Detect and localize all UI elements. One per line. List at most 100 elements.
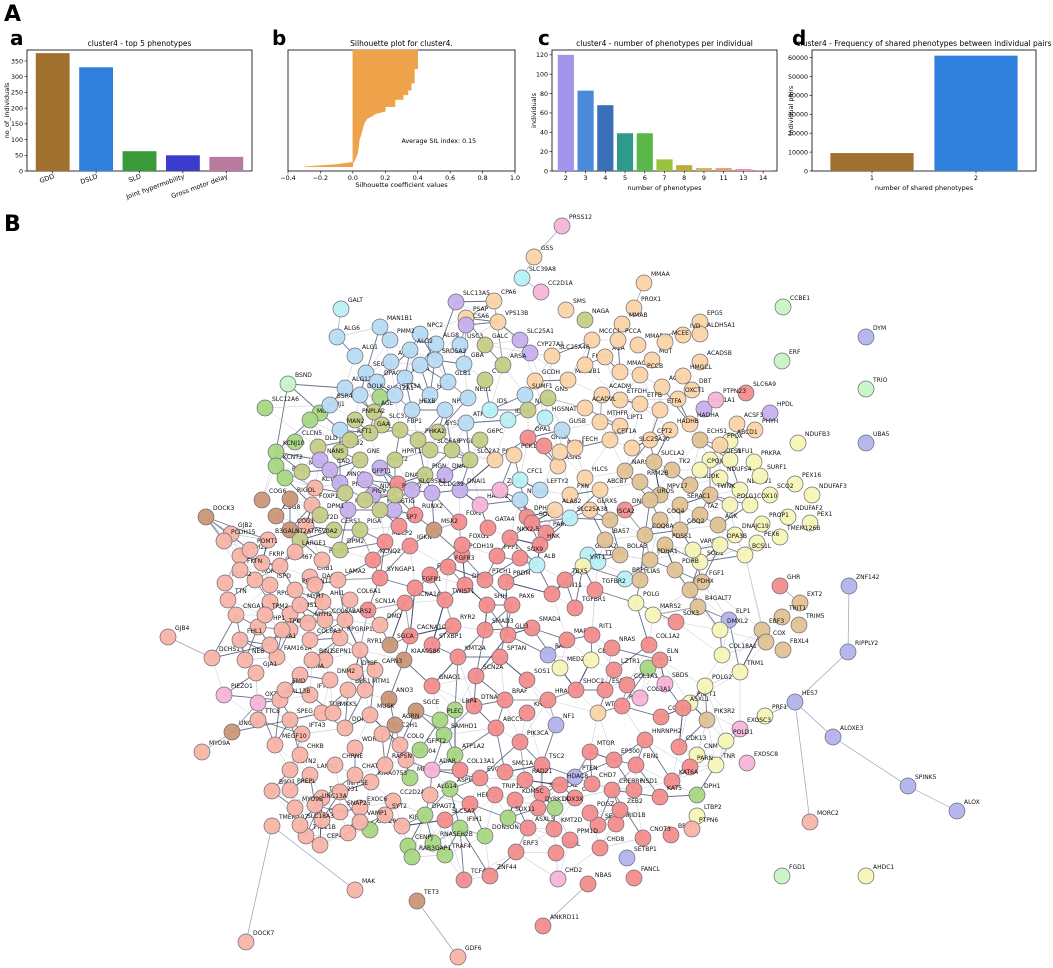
node-circle [574,557,592,575]
node-circle [653,378,671,396]
gene-node-cox10: COX10 [741,493,777,514]
x-tick-label: 13 [739,174,747,182]
gene-node-phka2: PHKA2 [409,428,445,449]
gene-node-dbt: DBT [683,378,712,399]
node-circle [424,834,442,852]
gene-node-plec: PLEC [431,708,462,729]
node-circle [790,616,808,634]
gene-node-tmem126b: TMEM126B [771,525,820,546]
node-circle [215,686,233,704]
gene-node-exosc3: EXOSC3 [731,717,771,738]
node-label: PHYH [762,418,778,425]
node-circle [611,801,629,819]
node-circle [601,511,619,529]
node-label: ASPM [457,777,474,784]
node-label: GCDH [542,369,560,376]
node-circle [566,599,584,617]
node-circle [596,531,614,549]
node-label: RIT1 [599,623,613,630]
node-circle [717,732,735,750]
gene-node-hpdl: HPDL [761,401,794,422]
node-circle [707,391,725,409]
bar-3 [577,90,594,171]
gene-node-slc25a1: SLC25A1 [511,328,554,349]
gene-node-gys2: GYS2 [429,420,461,441]
node-circle [634,829,652,847]
node-label: PRKRA [761,450,782,457]
node-circle [671,496,689,514]
node-circle [321,671,339,689]
node-label: HADHB [677,418,699,425]
node-circle [567,681,585,699]
node-label: GUSB [569,418,586,425]
node-label: MAN2 [347,418,365,425]
node-label: PCDH19 [469,543,494,550]
node-label: SOD1 [539,511,556,518]
network-edge [264,407,319,448]
gene-node-gnao1: GNAO1 [423,674,461,695]
node-circle [457,316,475,334]
node-label: GAA [377,421,391,428]
node-circle [501,529,519,547]
node-label: MORC2 [817,810,839,817]
gene-node-cfc1: CFC1 [511,468,543,489]
node-label: GALC [492,333,508,340]
gene-node-gba: GBA [455,352,485,373]
gene-node-ifih1: IFIH1 [451,816,483,837]
node-circle [499,809,517,827]
node-circle [361,424,379,442]
gene-node-tk2: TK2 [663,458,691,479]
node-label: PIEZO1 [231,683,253,690]
panel-a-letter: a [10,26,24,50]
bar-sld [122,151,157,171]
node-label: COL1A1 [634,673,658,680]
node-label: RYR2 [460,614,476,621]
node-label: HES7 [802,690,818,697]
node-label: BOLA3 [627,543,647,550]
node-circle [259,531,277,549]
node-label: GDF6 [465,945,482,952]
gene-node-ppm1d: PPM1D [561,828,598,849]
y-tick-label: 120 [536,52,548,59]
gene-node-hes7: HES7 [786,690,818,711]
node-circle [356,471,374,489]
gene-node-tctn2: TCTN2 [281,758,317,779]
node-circle [494,356,512,374]
gene-node-bin1: BIN1 [303,648,333,669]
node-circle [627,756,645,774]
node-label: SLC18A3 [307,813,334,820]
node-label: GLI3 [515,623,529,630]
node-label: ABCB7 [607,478,627,485]
x-tick-label: 0.2 [380,175,390,182]
node-label: GJB2 [238,522,253,529]
gene-node-col13a1: COL13A1 [451,758,495,779]
gene-node-ccdc39: CCDC39 [423,481,464,502]
node-circle [476,571,494,589]
gene-node-setbp1: SETBP1 [618,846,657,867]
node-label: CDK13 [686,735,707,742]
node-label: FKTN [247,558,262,565]
node-label: DMXL2 [727,618,748,625]
node-circle [316,611,334,629]
gene-node-vps13b: VPS13B [489,310,528,331]
node-label: ZNF142 [856,574,880,581]
node-label: NF1 [563,713,575,720]
node-label: CACNA1A [412,591,442,598]
node-circle [373,725,391,743]
node-circle [693,573,711,591]
node-label: B3GALNT2 [275,528,307,535]
node-label: CHD8 [607,836,624,843]
node-circle [193,743,211,761]
node-label: COL3A1 [647,686,671,693]
gene-node-ptpn6: PTPN6 [683,817,718,838]
node-circle [801,514,819,532]
node-circle [215,532,233,550]
node-label: AHDC1 [873,864,894,871]
network-edge [557,847,601,880]
gene-node-trit1: TRIT1 [773,605,806,626]
gene-node-unc80: UNC80 [223,720,260,741]
node-circle [346,663,364,681]
gene-node-tsc2: TSC2 [533,753,565,774]
node-label: KDM5C [522,788,544,795]
